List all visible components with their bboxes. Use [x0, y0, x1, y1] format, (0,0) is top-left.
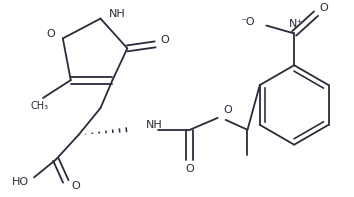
Text: O: O: [320, 3, 328, 13]
Text: O: O: [185, 164, 194, 175]
Text: NH: NH: [146, 120, 163, 130]
Text: CH₃: CH₃: [31, 101, 49, 111]
Text: O: O: [161, 35, 170, 46]
Text: NH: NH: [108, 9, 125, 19]
Text: O: O: [46, 30, 55, 39]
Text: O: O: [223, 105, 232, 115]
Text: ⁻O: ⁻O: [240, 17, 255, 27]
Text: N⁺: N⁺: [289, 19, 303, 29]
Text: HO: HO: [12, 177, 29, 187]
Text: O: O: [72, 181, 80, 191]
